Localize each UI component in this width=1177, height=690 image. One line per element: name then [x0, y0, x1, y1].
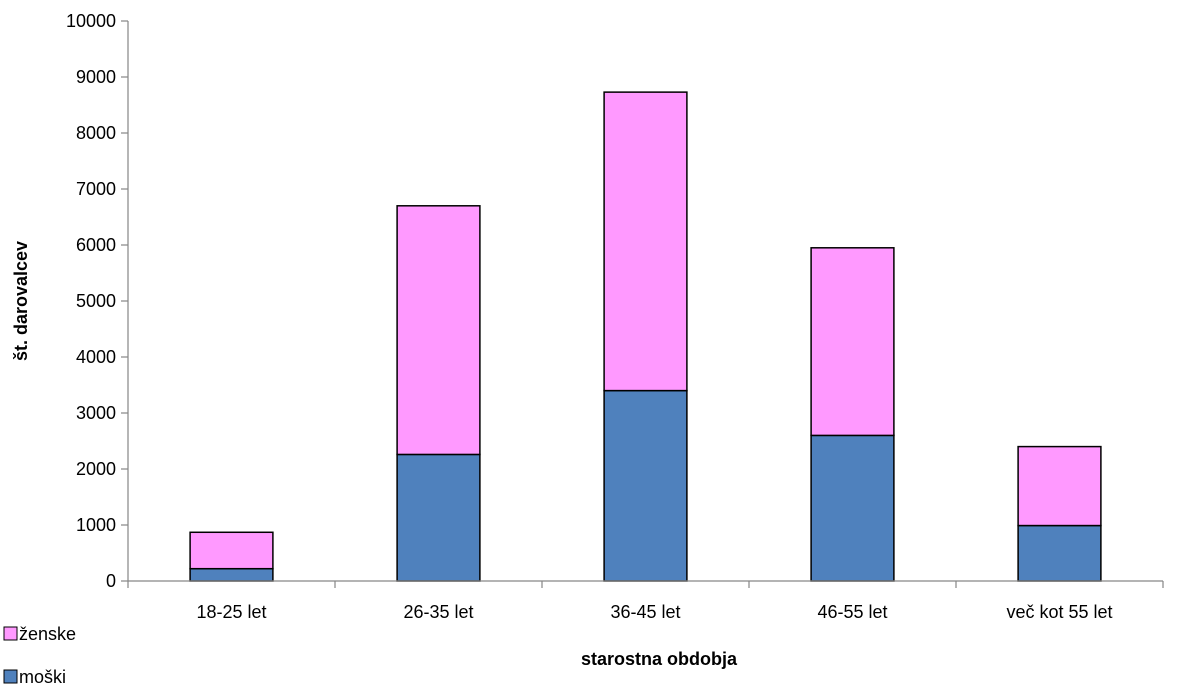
- legend: ženske moški: [3, 624, 76, 687]
- y-tick-label-5: 5000: [76, 291, 116, 311]
- y-tick-label-8: 8000: [76, 123, 116, 143]
- bar-zenske-1: [396, 205, 481, 456]
- bar-moski-1: [396, 453, 481, 582]
- x-axis-title: starostna obdobja: [581, 649, 738, 669]
- y-tick-label-4: 4000: [76, 347, 116, 367]
- x-tick-label-2: 36-45 let: [610, 602, 680, 622]
- x-tick-label-3: 46-55 let: [817, 602, 887, 622]
- y-tick-label-7: 7000: [76, 179, 116, 199]
- y-tick-label-9: 9000: [76, 67, 116, 87]
- y-tick-label-1: 1000: [76, 515, 116, 535]
- y-tick-label-6: 6000: [76, 235, 116, 255]
- bar-zenske-3: [810, 247, 895, 437]
- legend-label-0: ženske: [19, 624, 76, 644]
- y-tick-label-2: 2000: [76, 459, 116, 479]
- axes-group: 0 1000 2000 3000 4000 5000 6000 7000 8000 9000 100…: [66, 11, 1164, 622]
- bar-zenske-0: [189, 531, 274, 570]
- bar-zenske-4: [1017, 445, 1102, 527]
- bar-moski-3: [810, 434, 895, 582]
- bar-zenske-2: [603, 91, 688, 392]
- x-tick-label-0: 18-25 let: [196, 602, 266, 622]
- bars-group: [189, 91, 1102, 582]
- y-tick-label-0: 0: [106, 571, 116, 591]
- bar-moski-2: [603, 389, 688, 582]
- y-tick-label-3: 3000: [76, 403, 116, 423]
- x-tick-label-1: 26-35 let: [403, 602, 473, 622]
- bar-moski-4: [1017, 524, 1102, 582]
- y-axis-title: št. darovalcev: [11, 241, 31, 361]
- x-tick-label-4: več kot 55 let: [1006, 602, 1112, 622]
- bar-moski-0: [189, 567, 274, 582]
- y-tick-label-10: 10000: [66, 11, 116, 31]
- legend-swatch-1: [3, 669, 18, 684]
- legend-label-1: moški: [19, 667, 66, 687]
- legend-swatch-0: [3, 626, 18, 641]
